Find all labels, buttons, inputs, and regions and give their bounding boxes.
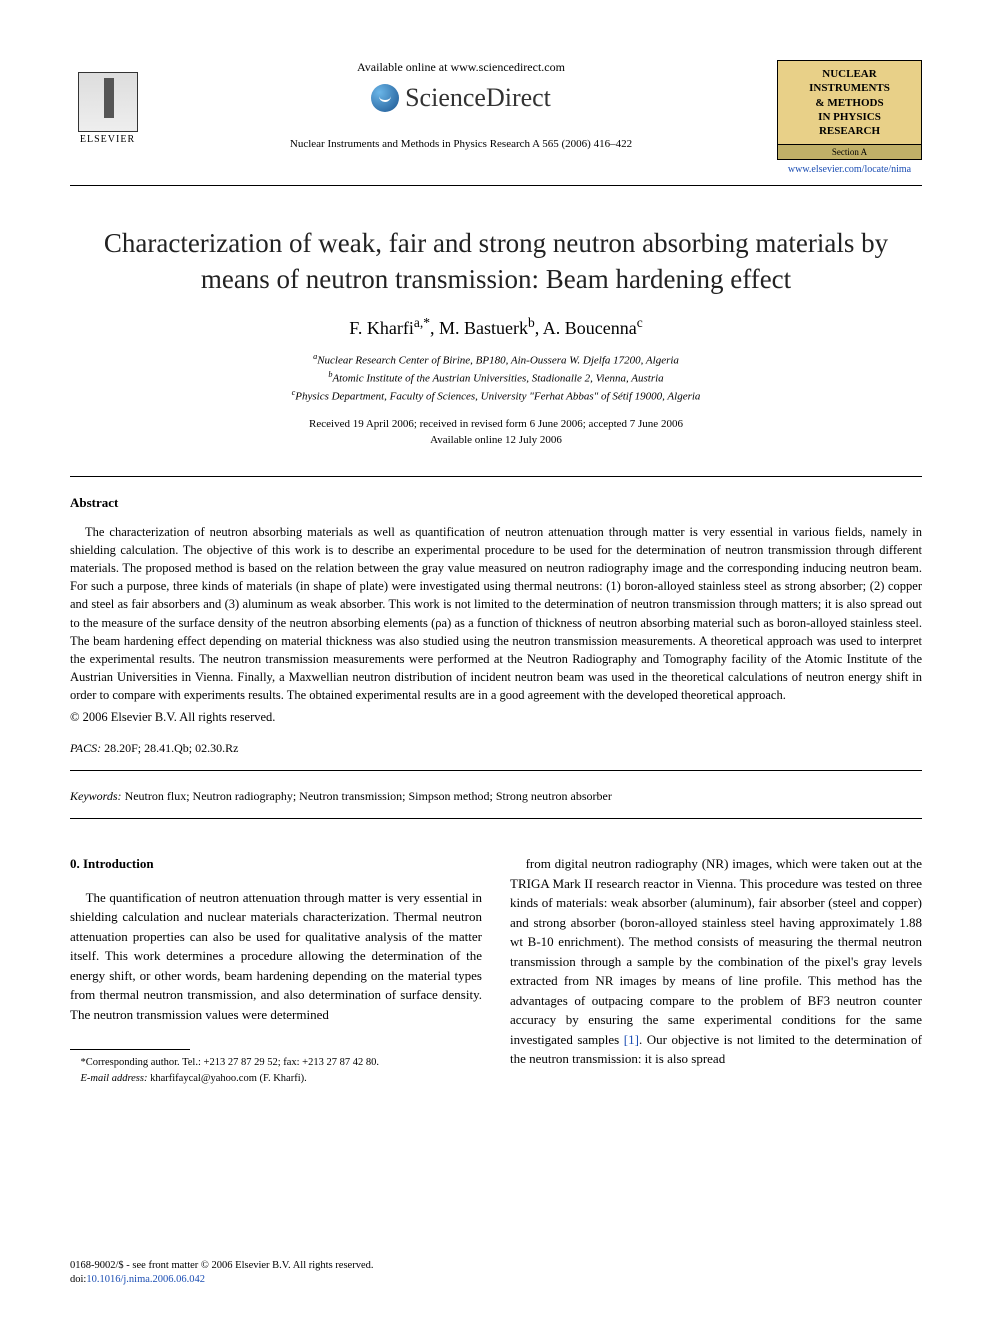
front-matter-end-rule <box>70 818 922 819</box>
body-columns: 0. Introduction The quantification of ne… <box>70 854 922 1086</box>
abstract-top-rule <box>70 476 922 477</box>
author-3-sup: c <box>637 315 643 330</box>
author-1-sup: a,* <box>414 315 430 330</box>
journal-title-box: NUCLEAR INSTRUMENTS & METHODS IN PHYSICS… <box>777 60 922 145</box>
corresponding-footnote: *Corresponding author. Tel.: +213 27 87 … <box>70 1056 482 1071</box>
email-footnote: E-mail address: kharfifaycal@yahoo.com (… <box>70 1071 482 1087</box>
authors: F. Kharfia,*, M. Bastuerkb, A. Boucennac <box>70 315 922 339</box>
col1-para1: The quantification of neutron attenuatio… <box>70 888 482 1025</box>
affiliation-a: Nuclear Research Center of Birine, BP180… <box>317 354 679 366</box>
elsevier-tree-icon <box>78 72 138 132</box>
journal-link[interactable]: www.elsevier.com/locate/nima <box>777 164 922 175</box>
sciencedirect-icon <box>371 84 399 112</box>
pacs-codes: 28.20F; 28.41.Qb; 02.30.Rz <box>104 741 238 755</box>
pacs: PACS: 28.20F; 28.41.Qb; 02.30.Rz <box>70 741 922 756</box>
sciencedirect-text: ScienceDirect <box>405 83 551 113</box>
journal-cover-box: NUCLEAR INSTRUMENTS & METHODS IN PHYSICS… <box>777 60 922 175</box>
affiliation-c: Physics Department, Faculty of Sciences,… <box>295 391 700 403</box>
elsevier-logo: ELSEVIER <box>70 60 145 145</box>
col2-p1-text: from digital neutron radiography (NR) im… <box>510 856 922 1047</box>
received-line: Received 19 April 2006; received in revi… <box>309 418 683 430</box>
header-row: ELSEVIER Available online at www.science… <box>70 60 922 175</box>
author-2-sup: b <box>528 315 535 330</box>
pacs-rule <box>70 770 922 771</box>
header-rule <box>70 185 922 186</box>
elsevier-label: ELSEVIER <box>80 134 135 145</box>
author-3: A. Boucenna <box>543 318 637 338</box>
footnote-rule <box>70 1049 190 1050</box>
abstract-body: The characterization of neutron absorbin… <box>70 523 922 704</box>
pacs-label: PACS: <box>70 741 101 755</box>
journal-line3: & METHODS <box>815 97 883 109</box>
sciencedirect-brand: ScienceDirect <box>371 83 551 113</box>
email-value: kharfifaycal@yahoo.com (F. Kharfi). <box>150 1073 307 1084</box>
abstract-heading: Abstract <box>70 495 922 511</box>
footer: 0168-9002/$ - see front matter © 2006 El… <box>70 1259 373 1288</box>
online-line: Available online 12 July 2006 <box>430 434 562 446</box>
affiliations: aNuclear Research Center of Birine, BP18… <box>70 351 922 405</box>
author-2: M. Bastuerk <box>439 318 528 338</box>
doi-prefix: doi: <box>70 1274 86 1285</box>
col2-para1: from digital neutron radiography (NR) im… <box>510 854 922 1069</box>
copyright: © 2006 Elsevier B.V. All rights reserved… <box>70 710 922 725</box>
ref-1-link[interactable]: [1] <box>624 1032 639 1047</box>
column-right: from digital neutron radiography (NR) im… <box>510 854 922 1086</box>
author-1: F. Kharfi <box>349 318 414 338</box>
center-header: Available online at www.sciencedirect.co… <box>145 60 777 150</box>
paper-title: Characterization of weak, fair and stron… <box>70 226 922 296</box>
keywords-label: Keywords: <box>70 789 122 803</box>
column-left: 0. Introduction The quantification of ne… <box>70 854 482 1086</box>
doi-link[interactable]: 10.1016/j.nima.2006.06.042 <box>86 1274 205 1285</box>
journal-line4: IN PHYSICS <box>818 111 881 123</box>
citation: Nuclear Instruments and Methods in Physi… <box>165 138 757 150</box>
dates: Received 19 April 2006; received in revi… <box>70 417 922 448</box>
keywords: Keywords: Neutron flux; Neutron radiogra… <box>70 789 922 804</box>
footer-line1: 0168-9002/$ - see front matter © 2006 El… <box>70 1260 373 1271</box>
affiliation-b: Atomic Institute of the Austrian Univers… <box>332 372 663 384</box>
section0-heading: 0. Introduction <box>70 854 482 874</box>
section-a: Section A <box>777 145 922 160</box>
available-online: Available online at www.sciencedirect.co… <box>165 60 757 75</box>
keywords-text: Neutron flux; Neutron radiography; Neutr… <box>125 789 612 803</box>
email-label: E-mail address: <box>81 1073 148 1084</box>
journal-line2: INSTRUMENTS <box>809 82 890 94</box>
journal-line1: NUCLEAR <box>822 68 876 80</box>
journal-line5: RESEARCH <box>819 125 880 137</box>
